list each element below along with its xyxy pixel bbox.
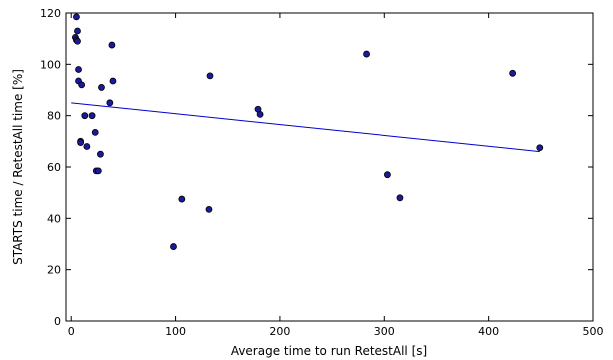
data-point bbox=[94, 167, 102, 175]
x-tick-label: 100 bbox=[165, 325, 186, 338]
data-point bbox=[108, 41, 116, 49]
data-point bbox=[178, 195, 186, 203]
y-tick-label: 80 bbox=[47, 110, 61, 123]
y-tick-label: 100 bbox=[40, 58, 61, 71]
data-point bbox=[106, 99, 114, 107]
data-point bbox=[83, 143, 91, 150]
x-tick-label: 200 bbox=[269, 325, 290, 338]
data-point bbox=[91, 128, 99, 136]
data-point bbox=[97, 150, 104, 158]
trend-line bbox=[71, 102, 540, 153]
y-axis-ticks: 0 20 40 60 80 100 120 bbox=[40, 7, 593, 328]
data-point bbox=[81, 112, 89, 120]
data-point bbox=[73, 13, 80, 21]
data-point bbox=[74, 27, 81, 35]
y-tick-label: 120 bbox=[40, 7, 61, 20]
plot-frame bbox=[65, 12, 594, 322]
y-tick-label: 0 bbox=[54, 315, 61, 328]
data-point bbox=[98, 84, 105, 91]
x-axis-label: Average time to run RetestAll [s] bbox=[231, 344, 427, 358]
data-point bbox=[75, 66, 82, 73]
y-tick-label: 40 bbox=[47, 212, 61, 225]
x-tick-label: 400 bbox=[478, 325, 499, 338]
y-tick-label: 60 bbox=[47, 161, 61, 174]
data-point bbox=[78, 81, 86, 89]
data-point bbox=[170, 243, 177, 250]
data-point bbox=[384, 171, 391, 179]
data-point bbox=[363, 50, 370, 58]
data-point bbox=[74, 37, 81, 45]
trendline-layer bbox=[71, 102, 540, 153]
data-point bbox=[536, 144, 544, 152]
y-tick-label: 20 bbox=[47, 264, 61, 277]
data-point bbox=[396, 194, 404, 202]
data-point bbox=[88, 112, 96, 120]
x-tick-label: 500 bbox=[583, 325, 604, 338]
x-tick-label: 300 bbox=[374, 325, 395, 338]
y-axis-label: STARTS time / RetestAll time [%] bbox=[11, 69, 25, 265]
data-point bbox=[206, 72, 214, 80]
data-point bbox=[256, 110, 264, 118]
data-point bbox=[205, 205, 213, 213]
data-points-layer bbox=[71, 13, 544, 250]
x-tick-label: 0 bbox=[68, 325, 75, 338]
x-axis-ticks: 0 100 200 300 400 500 bbox=[68, 13, 604, 338]
data-point bbox=[109, 77, 117, 85]
data-point bbox=[77, 139, 85, 147]
data-point bbox=[509, 69, 517, 77]
